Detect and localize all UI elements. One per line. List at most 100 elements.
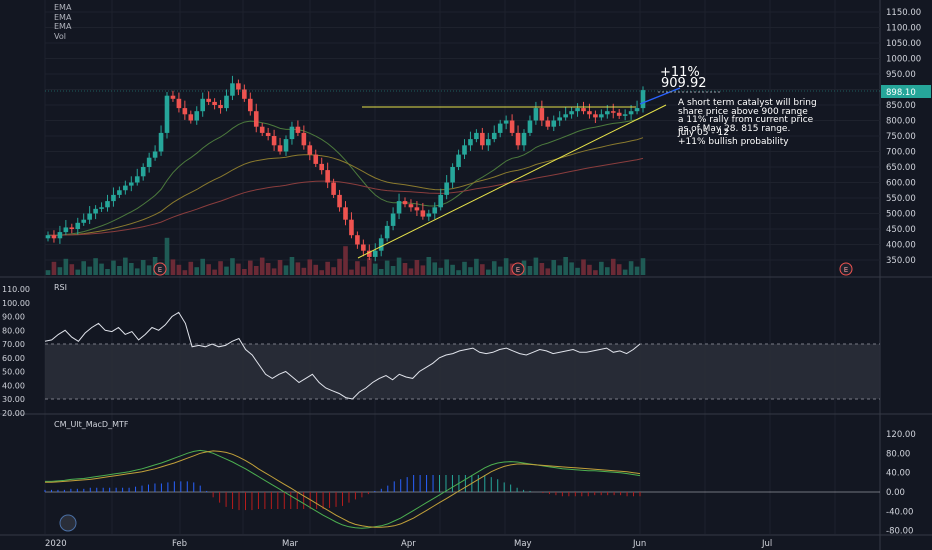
volume-bar <box>188 261 194 275</box>
candle-body <box>230 83 235 96</box>
volume-bar <box>99 263 104 275</box>
annotation-line-4: as of May 28. 815 range. <box>678 123 791 134</box>
volume-bar <box>93 258 98 275</box>
candle-body <box>367 250 372 257</box>
candle-body <box>486 139 491 146</box>
rsi-tick-label: 60.00 <box>2 354 25 363</box>
rsi-tick-label: 50.00 <box>2 368 25 377</box>
volume-bar <box>640 258 646 275</box>
candle-body <box>444 182 449 195</box>
candle-body <box>283 139 289 152</box>
macd-tick-label: 80.00 <box>886 449 910 459</box>
volume-bar <box>51 261 57 275</box>
volume-bar <box>123 257 128 275</box>
price-tick-label: 950.00 <box>886 70 916 80</box>
volume-bar <box>140 260 146 275</box>
volume-bar <box>313 264 319 275</box>
rsi-tick-label: 110.00 <box>2 285 30 294</box>
rsi-line <box>44 311 641 400</box>
time-tick-label: Jun <box>632 539 646 549</box>
logo-badge-icon <box>59 514 77 532</box>
candle-body <box>622 114 628 116</box>
candle-body <box>640 90 646 109</box>
legend-ema-2[interactable]: EMA <box>54 12 72 22</box>
candle-body <box>462 145 467 155</box>
macd-tick-label: 40.00 <box>886 469 910 479</box>
candle-body <box>51 235 57 239</box>
candle-body <box>289 126 295 140</box>
volume-bar <box>111 260 116 275</box>
candle-body <box>605 111 610 115</box>
volume-bar <box>182 270 188 275</box>
candle-body <box>188 114 194 121</box>
candle-body <box>384 225 390 239</box>
volume-bar <box>283 265 289 275</box>
candle-body <box>146 157 152 167</box>
volume-bar <box>170 259 176 275</box>
volume-bar <box>486 269 491 275</box>
volume-bar <box>438 267 443 275</box>
candle-body <box>248 98 253 112</box>
candle-body <box>331 182 336 195</box>
volume-bar <box>503 258 509 275</box>
rsi-tick-label: 90.00 <box>2 313 25 322</box>
candle-body <box>45 235 51 239</box>
price-tick-label: 1050.00 <box>886 39 921 49</box>
volume-bar <box>63 258 69 275</box>
volume-bar <box>569 262 574 275</box>
candle-body <box>355 235 360 245</box>
candle-body <box>390 213 396 226</box>
candle-body <box>503 120 509 124</box>
volume-bar <box>634 266 640 275</box>
volume-bar <box>212 269 217 275</box>
volume-bar <box>593 270 598 275</box>
rsi-tick-label: 70.00 <box>2 340 25 349</box>
candle-body <box>176 98 182 109</box>
legend-vol[interactable]: Vol <box>54 31 66 41</box>
volume-bar <box>218 261 223 275</box>
price-tick-label: 500.00 <box>886 210 916 220</box>
earnings-marker-label: E <box>844 266 848 274</box>
candle-body <box>158 132 164 152</box>
volume-bar <box>230 258 235 275</box>
ema-mid-line <box>47 137 644 236</box>
price-tick-label: 1000.00 <box>886 55 921 65</box>
price-tick-label: 1100.00 <box>886 24 921 34</box>
candle-body <box>325 170 330 183</box>
earnings-marker <box>839 262 853 276</box>
candle-body <box>259 126 265 133</box>
volume-bar <box>301 267 307 275</box>
annotation-line-3: a 11% rally from current price <box>678 115 814 125</box>
volume-bar <box>325 261 330 275</box>
candle-body <box>129 182 134 186</box>
candle-body <box>134 176 140 183</box>
rsi-tick-label: 80.00 <box>2 326 25 335</box>
annotation-line-2: share price above 900 range <box>678 106 808 117</box>
volume-bar <box>551 260 557 275</box>
candle-body <box>539 108 545 121</box>
candle-body <box>432 207 438 214</box>
candle-body <box>265 132 271 136</box>
volume-bar <box>491 261 497 275</box>
volume-bar <box>81 261 86 275</box>
candle-body <box>194 111 200 121</box>
volume-bar <box>480 264 485 275</box>
candle-body <box>378 238 384 251</box>
target-price: 909.92 <box>661 76 707 91</box>
time-tick-label: May <box>514 539 532 549</box>
volume-bar <box>545 268 551 275</box>
legend-ema-1[interactable]: EMA <box>54 3 72 12</box>
volume-bar <box>361 266 366 275</box>
rsi-band <box>45 344 880 399</box>
candle-body <box>438 194 443 208</box>
annotation-probability: +11% bullish probability <box>678 137 789 147</box>
time-tick-label: Apr <box>401 539 416 549</box>
candle-body <box>402 201 408 205</box>
price-tick-label: 550.00 <box>886 194 916 204</box>
volume-bar <box>355 261 360 275</box>
volume-bar <box>497 266 503 275</box>
price-tick-label: 750.00 <box>886 132 916 142</box>
volume-bar <box>57 267 63 275</box>
legend-ema-3[interactable]: EMA <box>54 22 72 31</box>
